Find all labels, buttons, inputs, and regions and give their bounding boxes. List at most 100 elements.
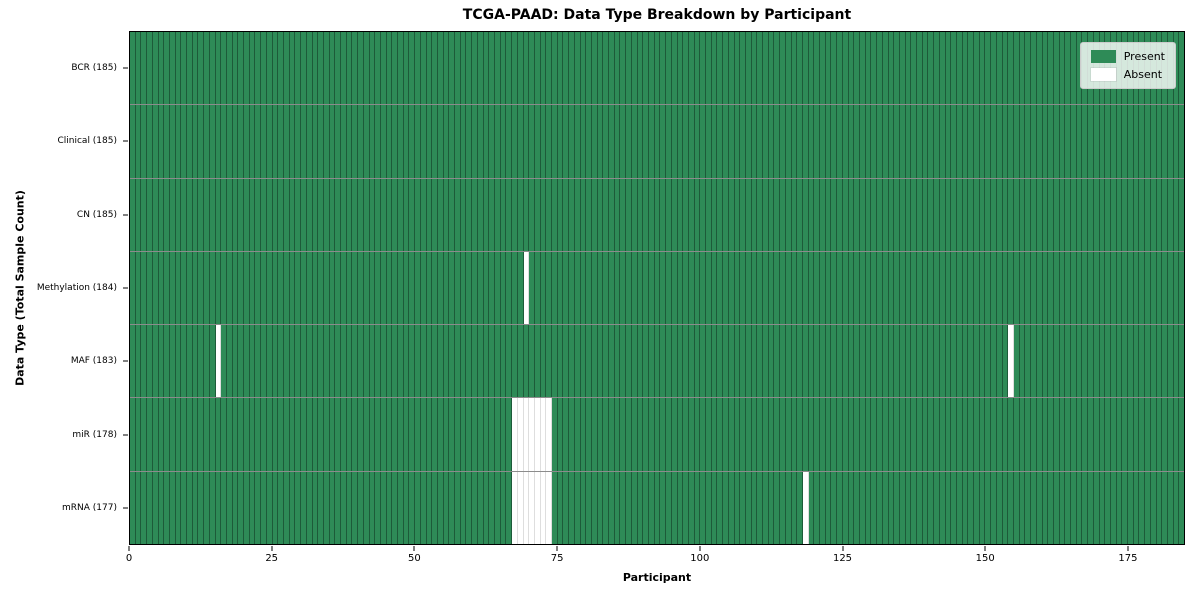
heatmap-cell	[666, 251, 672, 325]
heatmap-cell	[289, 325, 296, 398]
heatmap-cell	[278, 398, 284, 471]
heatmap-cell	[341, 105, 347, 178]
heatmap-cell	[352, 398, 359, 471]
x-tick-mark	[984, 546, 986, 551]
heatmap-cell	[917, 105, 923, 178]
heatmap-cell	[432, 105, 438, 178]
heatmap-cell	[489, 398, 495, 471]
heatmap-cell	[597, 32, 604, 105]
heatmap-cell	[175, 325, 182, 398]
heatmap-cell	[289, 471, 296, 544]
x-tick-label: 125	[832, 553, 853, 564]
heatmap-cell	[130, 32, 136, 105]
heatmap-cell	[335, 471, 342, 544]
heatmap-cell	[996, 178, 1003, 251]
heatmap-cell	[911, 398, 918, 471]
heatmap-cell	[591, 105, 598, 178]
heatmap-cell	[917, 398, 923, 471]
heatmap-cell	[1156, 251, 1163, 325]
heatmap-row-maf	[130, 325, 1185, 399]
heatmap-cell	[369, 178, 376, 251]
heatmap-cell	[363, 105, 370, 178]
heatmap-cell	[603, 32, 610, 105]
x-tick-mark	[1127, 546, 1129, 551]
heatmap-cell	[666, 178, 672, 251]
heatmap-cell	[626, 32, 632, 105]
heatmap-cell	[1042, 251, 1049, 325]
heatmap-cell	[956, 325, 963, 398]
heatmap-cell	[1179, 105, 1185, 178]
heatmap-cell	[877, 105, 883, 178]
heatmap-cell	[631, 32, 638, 105]
heatmap-cell	[369, 325, 376, 398]
heatmap-cell	[483, 471, 490, 544]
heatmap-cell	[1065, 471, 1072, 544]
heatmap-cell	[848, 178, 855, 251]
heatmap-cell	[398, 471, 404, 544]
y-tick-label: mRNA (177)	[62, 503, 117, 514]
heatmap-cell	[911, 105, 918, 178]
heatmap-cell	[1105, 178, 1111, 251]
heatmap-cell	[614, 471, 621, 544]
heatmap-cell	[871, 178, 878, 251]
heatmap-cell	[768, 398, 775, 471]
heatmap-cell	[597, 398, 604, 471]
heatmap-cell	[706, 251, 712, 325]
heatmap-cell	[939, 398, 946, 471]
heatmap-cell	[768, 178, 775, 251]
heatmap-cell	[694, 178, 701, 251]
heatmap-cell	[209, 251, 216, 325]
heatmap-cell	[363, 178, 370, 251]
heatmap-cell	[1002, 32, 1009, 105]
heatmap-cell	[1071, 178, 1077, 251]
x-tick-mark	[128, 546, 130, 551]
heatmap-cell	[221, 398, 227, 471]
heatmap-cell	[922, 325, 929, 398]
heatmap-cell	[614, 398, 621, 471]
heatmap-cell	[392, 105, 399, 178]
heatmap-cell	[244, 251, 250, 325]
heatmap-cell	[363, 471, 370, 544]
heatmap-cell	[648, 251, 655, 325]
heatmap-cell	[1162, 398, 1168, 471]
heatmap-cell	[609, 251, 615, 325]
heatmap-cell	[272, 105, 279, 178]
heatmap-cell	[175, 32, 182, 105]
heatmap-cell	[848, 105, 855, 178]
heatmap-cell	[894, 471, 900, 544]
heatmap-cell	[238, 251, 245, 325]
heatmap-cell	[751, 178, 758, 251]
heatmap-cell	[609, 178, 615, 251]
heatmap-cell	[1042, 471, 1049, 544]
heatmap-cell	[996, 398, 1003, 471]
heatmap-cell	[1145, 251, 1151, 325]
heatmap-cell	[443, 398, 450, 471]
heatmap-cell	[323, 325, 330, 398]
heatmap-cell	[660, 471, 667, 544]
heatmap-cell	[1133, 471, 1140, 544]
heatmap-cell	[951, 325, 957, 398]
heatmap-cell	[825, 178, 832, 251]
heatmap-cell	[1116, 105, 1123, 178]
heatmap-cell	[221, 32, 227, 105]
heatmap-cell	[643, 398, 649, 471]
heatmap-cell	[574, 178, 581, 251]
heatmap-cell	[808, 178, 815, 251]
heatmap-cell	[728, 471, 735, 544]
heatmap-cell	[141, 251, 148, 325]
heatmap-cell	[130, 471, 136, 544]
heatmap-cell	[386, 32, 393, 105]
heatmap-cell	[631, 178, 638, 251]
heatmap-cell	[546, 105, 553, 178]
heatmap-cell	[358, 32, 364, 105]
heatmap-cell	[141, 178, 148, 251]
x-tick-label: 0	[125, 553, 133, 564]
heatmap-cell	[489, 251, 495, 325]
heatmap-cell	[563, 398, 570, 471]
heatmap-cell	[1013, 251, 1020, 325]
heatmap-cell	[934, 398, 940, 471]
heatmap-cell	[415, 178, 421, 251]
heatmap-cell	[1110, 251, 1117, 325]
heatmap-cell	[306, 32, 313, 105]
heatmap-cell	[506, 398, 513, 471]
